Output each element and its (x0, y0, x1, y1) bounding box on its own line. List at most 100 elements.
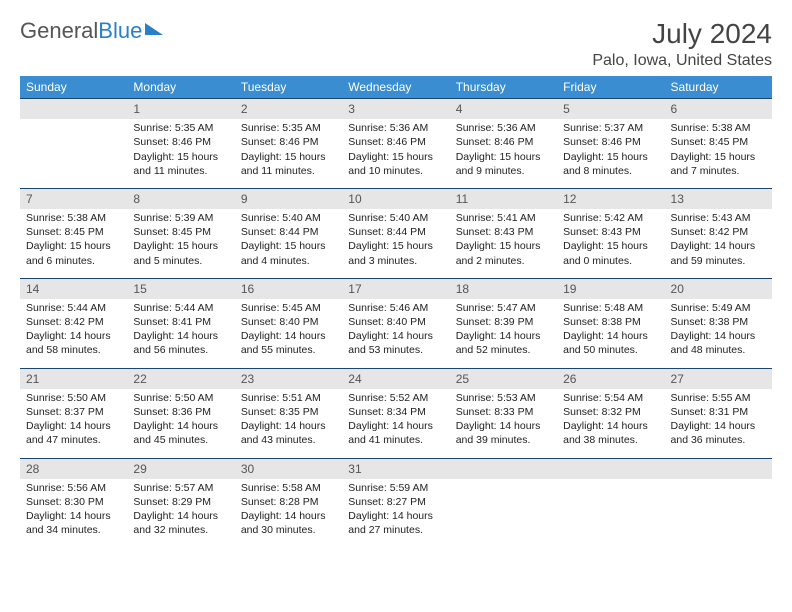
day-cell: 15Sunrise: 5:44 AMSunset: 8:41 PMDayligh… (127, 278, 234, 368)
sunset-line: Sunset: 8:46 PM (133, 135, 228, 149)
day-cell: 26Sunrise: 5:54 AMSunset: 8:32 PMDayligh… (557, 368, 664, 458)
day-number: 13 (665, 189, 772, 209)
day-content: Sunrise: 5:36 AMSunset: 8:46 PMDaylight:… (342, 119, 449, 188)
day-content: Sunrise: 5:54 AMSunset: 8:32 PMDaylight:… (557, 389, 664, 458)
day-number: 4 (450, 99, 557, 119)
day-content: Sunrise: 5:45 AMSunset: 8:40 PMDaylight:… (235, 299, 342, 368)
day-cell: 12Sunrise: 5:42 AMSunset: 8:43 PMDayligh… (557, 188, 664, 278)
day-content: Sunrise: 5:35 AMSunset: 8:46 PMDaylight:… (127, 119, 234, 188)
daylight-line: Daylight: 14 hours and 41 minutes. (348, 419, 443, 447)
logo: GeneralBlue (20, 18, 163, 44)
sunset-line: Sunset: 8:30 PM (26, 495, 121, 509)
sunrise-line: Sunrise: 5:35 AM (241, 121, 336, 135)
sunrise-line: Sunrise: 5:49 AM (671, 301, 766, 315)
sunrise-line: Sunrise: 5:40 AM (348, 211, 443, 225)
sunset-line: Sunset: 8:40 PM (348, 315, 443, 329)
sunrise-line: Sunrise: 5:36 AM (348, 121, 443, 135)
sunset-line: Sunset: 8:45 PM (671, 135, 766, 149)
daylight-line: Daylight: 14 hours and 53 minutes. (348, 329, 443, 357)
sunset-line: Sunset: 8:31 PM (671, 405, 766, 419)
day-cell: 8Sunrise: 5:39 AMSunset: 8:45 PMDaylight… (127, 188, 234, 278)
day-content: Sunrise: 5:41 AMSunset: 8:43 PMDaylight:… (450, 209, 557, 278)
day-number-empty (450, 459, 557, 479)
sunrise-line: Sunrise: 5:48 AM (563, 301, 658, 315)
sunset-line: Sunset: 8:42 PM (26, 315, 121, 329)
daylight-line: Daylight: 14 hours and 30 minutes. (241, 509, 336, 537)
day-header: Friday (557, 76, 664, 99)
day-cell: 4Sunrise: 5:36 AMSunset: 8:46 PMDaylight… (450, 99, 557, 189)
day-cell: 27Sunrise: 5:55 AMSunset: 8:31 PMDayligh… (665, 368, 772, 458)
sunset-line: Sunset: 8:27 PM (348, 495, 443, 509)
week-row: 28Sunrise: 5:56 AMSunset: 8:30 PMDayligh… (20, 458, 772, 547)
daylight-line: Daylight: 14 hours and 38 minutes. (563, 419, 658, 447)
day-number: 30 (235, 459, 342, 479)
day-cell: 28Sunrise: 5:56 AMSunset: 8:30 PMDayligh… (20, 458, 127, 547)
day-number: 22 (127, 369, 234, 389)
daylight-line: Daylight: 15 hours and 11 minutes. (133, 150, 228, 178)
day-number: 6 (665, 99, 772, 119)
daylight-line: Daylight: 14 hours and 39 minutes. (456, 419, 551, 447)
sunset-line: Sunset: 8:41 PM (133, 315, 228, 329)
sunset-line: Sunset: 8:44 PM (348, 225, 443, 239)
daylight-line: Daylight: 14 hours and 45 minutes. (133, 419, 228, 447)
sunset-line: Sunset: 8:46 PM (241, 135, 336, 149)
sunrise-line: Sunrise: 5:44 AM (133, 301, 228, 315)
day-cell: 9Sunrise: 5:40 AMSunset: 8:44 PMDaylight… (235, 188, 342, 278)
daylight-line: Daylight: 15 hours and 3 minutes. (348, 239, 443, 267)
header: GeneralBlue July 2024 Palo, Iowa, United… (20, 18, 772, 70)
day-content: Sunrise: 5:46 AMSunset: 8:40 PMDaylight:… (342, 299, 449, 368)
sunset-line: Sunset: 8:36 PM (133, 405, 228, 419)
sunrise-line: Sunrise: 5:51 AM (241, 391, 336, 405)
sunset-line: Sunset: 8:46 PM (563, 135, 658, 149)
day-content: Sunrise: 5:51 AMSunset: 8:35 PMDaylight:… (235, 389, 342, 458)
day-cell (450, 458, 557, 547)
day-number: 1 (127, 99, 234, 119)
week-row: 1Sunrise: 5:35 AMSunset: 8:46 PMDaylight… (20, 99, 772, 189)
sunrise-line: Sunrise: 5:37 AM (563, 121, 658, 135)
day-cell: 23Sunrise: 5:51 AMSunset: 8:35 PMDayligh… (235, 368, 342, 458)
day-content: Sunrise: 5:52 AMSunset: 8:34 PMDaylight:… (342, 389, 449, 458)
sunrise-line: Sunrise: 5:55 AM (671, 391, 766, 405)
sunrise-line: Sunrise: 5:43 AM (671, 211, 766, 225)
daylight-line: Daylight: 15 hours and 9 minutes. (456, 150, 551, 178)
day-cell: 5 Sunrise: 5:37 AMSunset: 8:46 PMDaylight… (557, 99, 664, 189)
sunrise-line: Sunrise: 5:50 AM (133, 391, 228, 405)
sunset-line: Sunset: 8:33 PM (456, 405, 551, 419)
daylight-line: Daylight: 15 hours and 6 minutes. (26, 239, 121, 267)
day-number: 5 (557, 99, 664, 119)
sunset-line: Sunset: 8:39 PM (456, 315, 551, 329)
daylight-line: Daylight: 14 hours and 52 minutes. (456, 329, 551, 357)
sunrise-line: Sunrise: 5:45 AM (241, 301, 336, 315)
sunset-line: Sunset: 8:29 PM (133, 495, 228, 509)
daylight-line: Daylight: 14 hours and 34 minutes. (26, 509, 121, 537)
day-header-row: SundayMondayTuesdayWednesdayThursdayFrid… (20, 76, 772, 99)
sunset-line: Sunset: 8:32 PM (563, 405, 658, 419)
day-number: 21 (20, 369, 127, 389)
daylight-line: Daylight: 15 hours and 2 minutes. (456, 239, 551, 267)
sunrise-line: Sunrise: 5:42 AM (563, 211, 658, 225)
day-content: Sunrise: 5:40 AMSunset: 8:44 PMDaylight:… (235, 209, 342, 278)
day-cell: 21Sunrise: 5:50 AMSunset: 8:37 PMDayligh… (20, 368, 127, 458)
day-number: 28 (20, 459, 127, 479)
sunrise-line: Sunrise: 5:54 AM (563, 391, 658, 405)
sunrise-line: Sunrise: 5:35 AM (133, 121, 228, 135)
day-cell: 11Sunrise: 5:41 AMSunset: 8:43 PMDayligh… (450, 188, 557, 278)
day-header: Thursday (450, 76, 557, 99)
day-cell: 14Sunrise: 5:44 AMSunset: 8:42 PMDayligh… (20, 278, 127, 368)
day-number: 12 (557, 189, 664, 209)
daylight-line: Daylight: 15 hours and 0 minutes. (563, 239, 658, 267)
day-header: Saturday (665, 76, 772, 99)
day-content: Sunrise: 5:40 AMSunset: 8:44 PMDaylight:… (342, 209, 449, 278)
day-number: 20 (665, 279, 772, 299)
day-number: 3 (342, 99, 449, 119)
day-number: 15 (127, 279, 234, 299)
sunset-line: Sunset: 8:37 PM (26, 405, 121, 419)
sunrise-line: Sunrise: 5:59 AM (348, 481, 443, 495)
sunset-line: Sunset: 8:38 PM (563, 315, 658, 329)
day-content: Sunrise: 5:56 AMSunset: 8:30 PMDaylight:… (20, 479, 127, 548)
day-number: 9 (235, 189, 342, 209)
sunrise-line: Sunrise: 5:52 AM (348, 391, 443, 405)
daylight-line: Daylight: 15 hours and 8 minutes. (563, 150, 658, 178)
sunset-line: Sunset: 8:28 PM (241, 495, 336, 509)
day-number: 8 (127, 189, 234, 209)
